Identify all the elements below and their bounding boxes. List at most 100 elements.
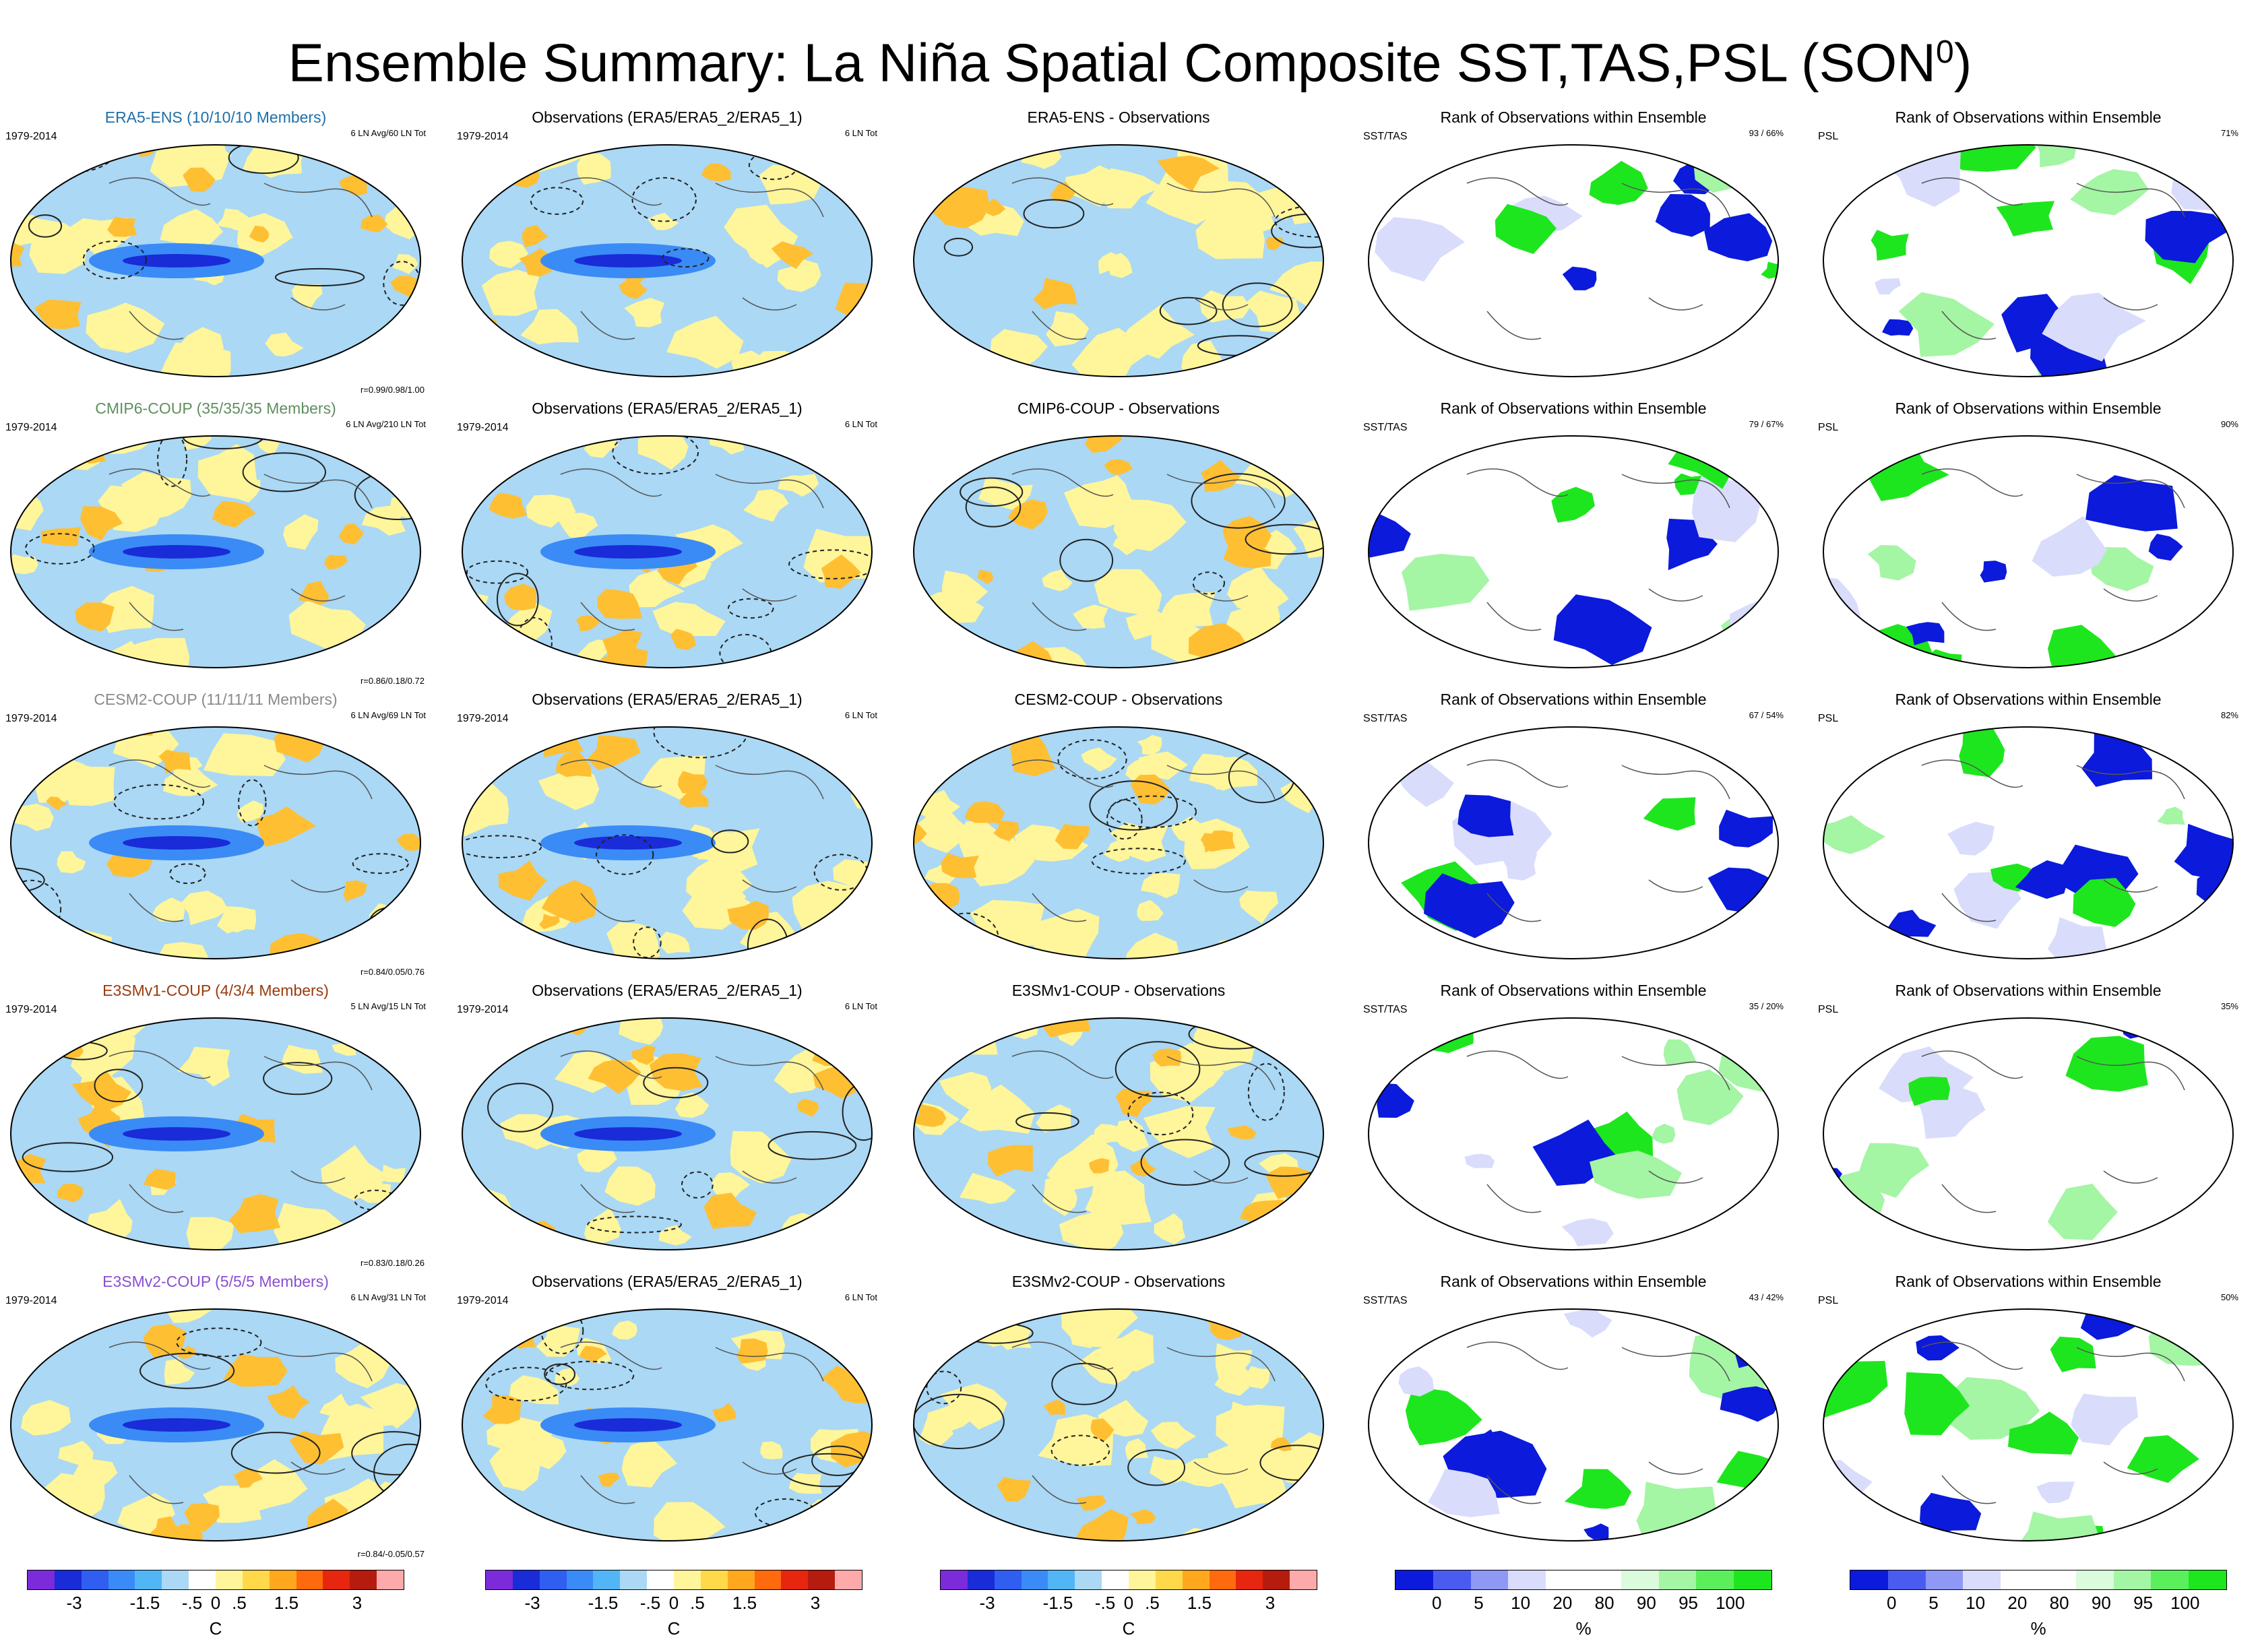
warm-anomaly-region	[812, 1040, 860, 1067]
coastline	[1921, 1050, 2185, 1213]
warm-anomaly-region	[11, 727, 44, 759]
rank-region	[1375, 217, 1465, 282]
rank-region	[1707, 867, 1778, 914]
panel-period-label: 1979-2014	[457, 1004, 509, 1015]
warm-anomaly-region	[243, 147, 289, 178]
warm-anomaly-region	[481, 269, 540, 316]
warm-anomaly-region	[512, 1220, 556, 1250]
map-plot	[10, 726, 421, 959]
warm-anomaly-region	[361, 505, 407, 536]
colorbar-swatch	[1963, 1570, 2001, 1589]
correlation-label: r=0.84/0.05/0.76	[360, 967, 425, 977]
rank-psl-panel: Rank of Observations within Ensemble PSL 9…	[1813, 399, 2244, 690]
warm-anomaly-region	[1112, 532, 1139, 556]
panel-period-label: PSL	[1818, 422, 1839, 433]
colorbar-swatch	[1236, 1570, 1263, 1589]
rank-region	[1761, 261, 1778, 279]
warm-anomaly-region	[670, 629, 696, 650]
colorbar-swatch	[1621, 1570, 1659, 1589]
psl-contour	[1059, 538, 1114, 582]
rank-region	[2189, 1519, 2227, 1541]
correlation-label: r=0.84/-0.05/0.57	[357, 1549, 425, 1559]
warm-anomaly-region	[619, 278, 648, 299]
psl-contour	[11, 1314, 98, 1337]
colorbar-tick-label: 10	[1511, 1593, 1531, 1613]
colorbar-tick-label: -3	[979, 1593, 995, 1613]
colorbar-swatch	[1850, 1570, 1888, 1589]
warm-anomaly-region	[223, 909, 251, 933]
rank-region	[2032, 515, 2107, 577]
colorbar-swatch	[189, 1570, 216, 1589]
difference-panel: CMIP6-COUP - Observations	[903, 399, 1334, 690]
warm-anomaly-region	[489, 493, 528, 519]
warm-anomaly-region	[396, 833, 420, 852]
warm-anomaly-region	[509, 362, 532, 377]
map-plot	[1368, 1017, 1779, 1250]
rank-region	[2047, 917, 2109, 959]
map-plot	[913, 1017, 1324, 1250]
map-outline	[462, 435, 873, 668]
warm-anomaly-region	[1140, 872, 1181, 899]
map-background	[1823, 727, 2233, 959]
panel-title: ERA5-ENS (10/10/10 Members)	[104, 108, 327, 126]
colorbar-swatch	[754, 1570, 782, 1589]
colorbar-tick-label: 20	[2007, 1593, 2028, 1613]
warm-anomaly-region	[712, 1172, 750, 1201]
colorbar-swatch	[539, 1570, 567, 1589]
cold-tongue-core	[574, 254, 682, 267]
rank-region	[2171, 160, 2228, 210]
psl-contour	[596, 834, 654, 875]
map-outline	[1368, 726, 1779, 959]
warm-anomaly-region	[1215, 1343, 1253, 1379]
map-background	[1369, 727, 1778, 959]
rank-region	[1823, 1513, 1860, 1541]
warm-anomaly-region	[577, 1148, 617, 1173]
colorbar-swatch	[593, 1570, 621, 1589]
warm-anomaly-region	[1245, 290, 1302, 333]
warm-anomaly-region	[1295, 622, 1323, 648]
rank-region	[1908, 1077, 1951, 1106]
warm-anomaly-region	[1137, 734, 1162, 755]
coastline	[1921, 468, 2185, 631]
psl-contour	[466, 560, 529, 584]
map-outline	[10, 1308, 421, 1542]
rank-region	[1705, 1309, 1756, 1336]
colorbar-swatch	[1508, 1570, 1546, 1589]
map-plot	[462, 144, 873, 377]
colorbar-tick-label: 95	[2133, 1593, 2154, 1613]
warm-anomaly-region	[631, 1045, 656, 1065]
psl-contour	[914, 1393, 1005, 1449]
psl-contour	[1115, 1041, 1201, 1098]
rank-region	[1405, 1386, 1482, 1446]
globe-map	[460, 434, 875, 670]
rank-region	[2016, 1511, 2100, 1541]
colorbar-swatch	[350, 1570, 377, 1589]
colorbar-swatch	[377, 1570, 404, 1589]
warm-anomaly-region	[392, 254, 418, 274]
psl-contour	[462, 1218, 528, 1250]
colorbar-swatch	[1290, 1570, 1317, 1589]
colorbar-swatch	[323, 1570, 350, 1589]
panel-title: Rank of Observations within Ensemble	[1440, 982, 1707, 999]
cold-tongue-core	[574, 545, 682, 559]
warm-anomaly-region	[466, 1506, 506, 1540]
panel-period-label: SST/TAS	[1363, 422, 1408, 433]
rank-region	[1761, 893, 1778, 916]
colorbar-swatch	[727, 1570, 755, 1589]
colorbar-tick-label: 1.5	[732, 1593, 757, 1613]
warm-anomaly-region	[1157, 155, 1220, 191]
rank-region	[1590, 1150, 1683, 1199]
psl-contour	[351, 1431, 420, 1475]
globe-map	[911, 434, 1326, 670]
warm-anomaly-region	[223, 1354, 288, 1387]
warm-anomaly-region	[555, 751, 592, 777]
warm-anomaly-region	[360, 1383, 418, 1429]
rank-region	[1996, 201, 2055, 236]
colorbar-ticks: -3 -1.5 -.5 0 .5 1.5 3	[485, 1590, 862, 1613]
psl-contour	[1191, 473, 1286, 529]
map-plot	[10, 1308, 421, 1542]
warm-anomaly-region	[1268, 354, 1323, 377]
rank-region	[2071, 1393, 2138, 1446]
map-plot	[1823, 435, 2234, 668]
panel-title: CMIP6-COUP (35/35/35 Members)	[95, 400, 336, 417]
